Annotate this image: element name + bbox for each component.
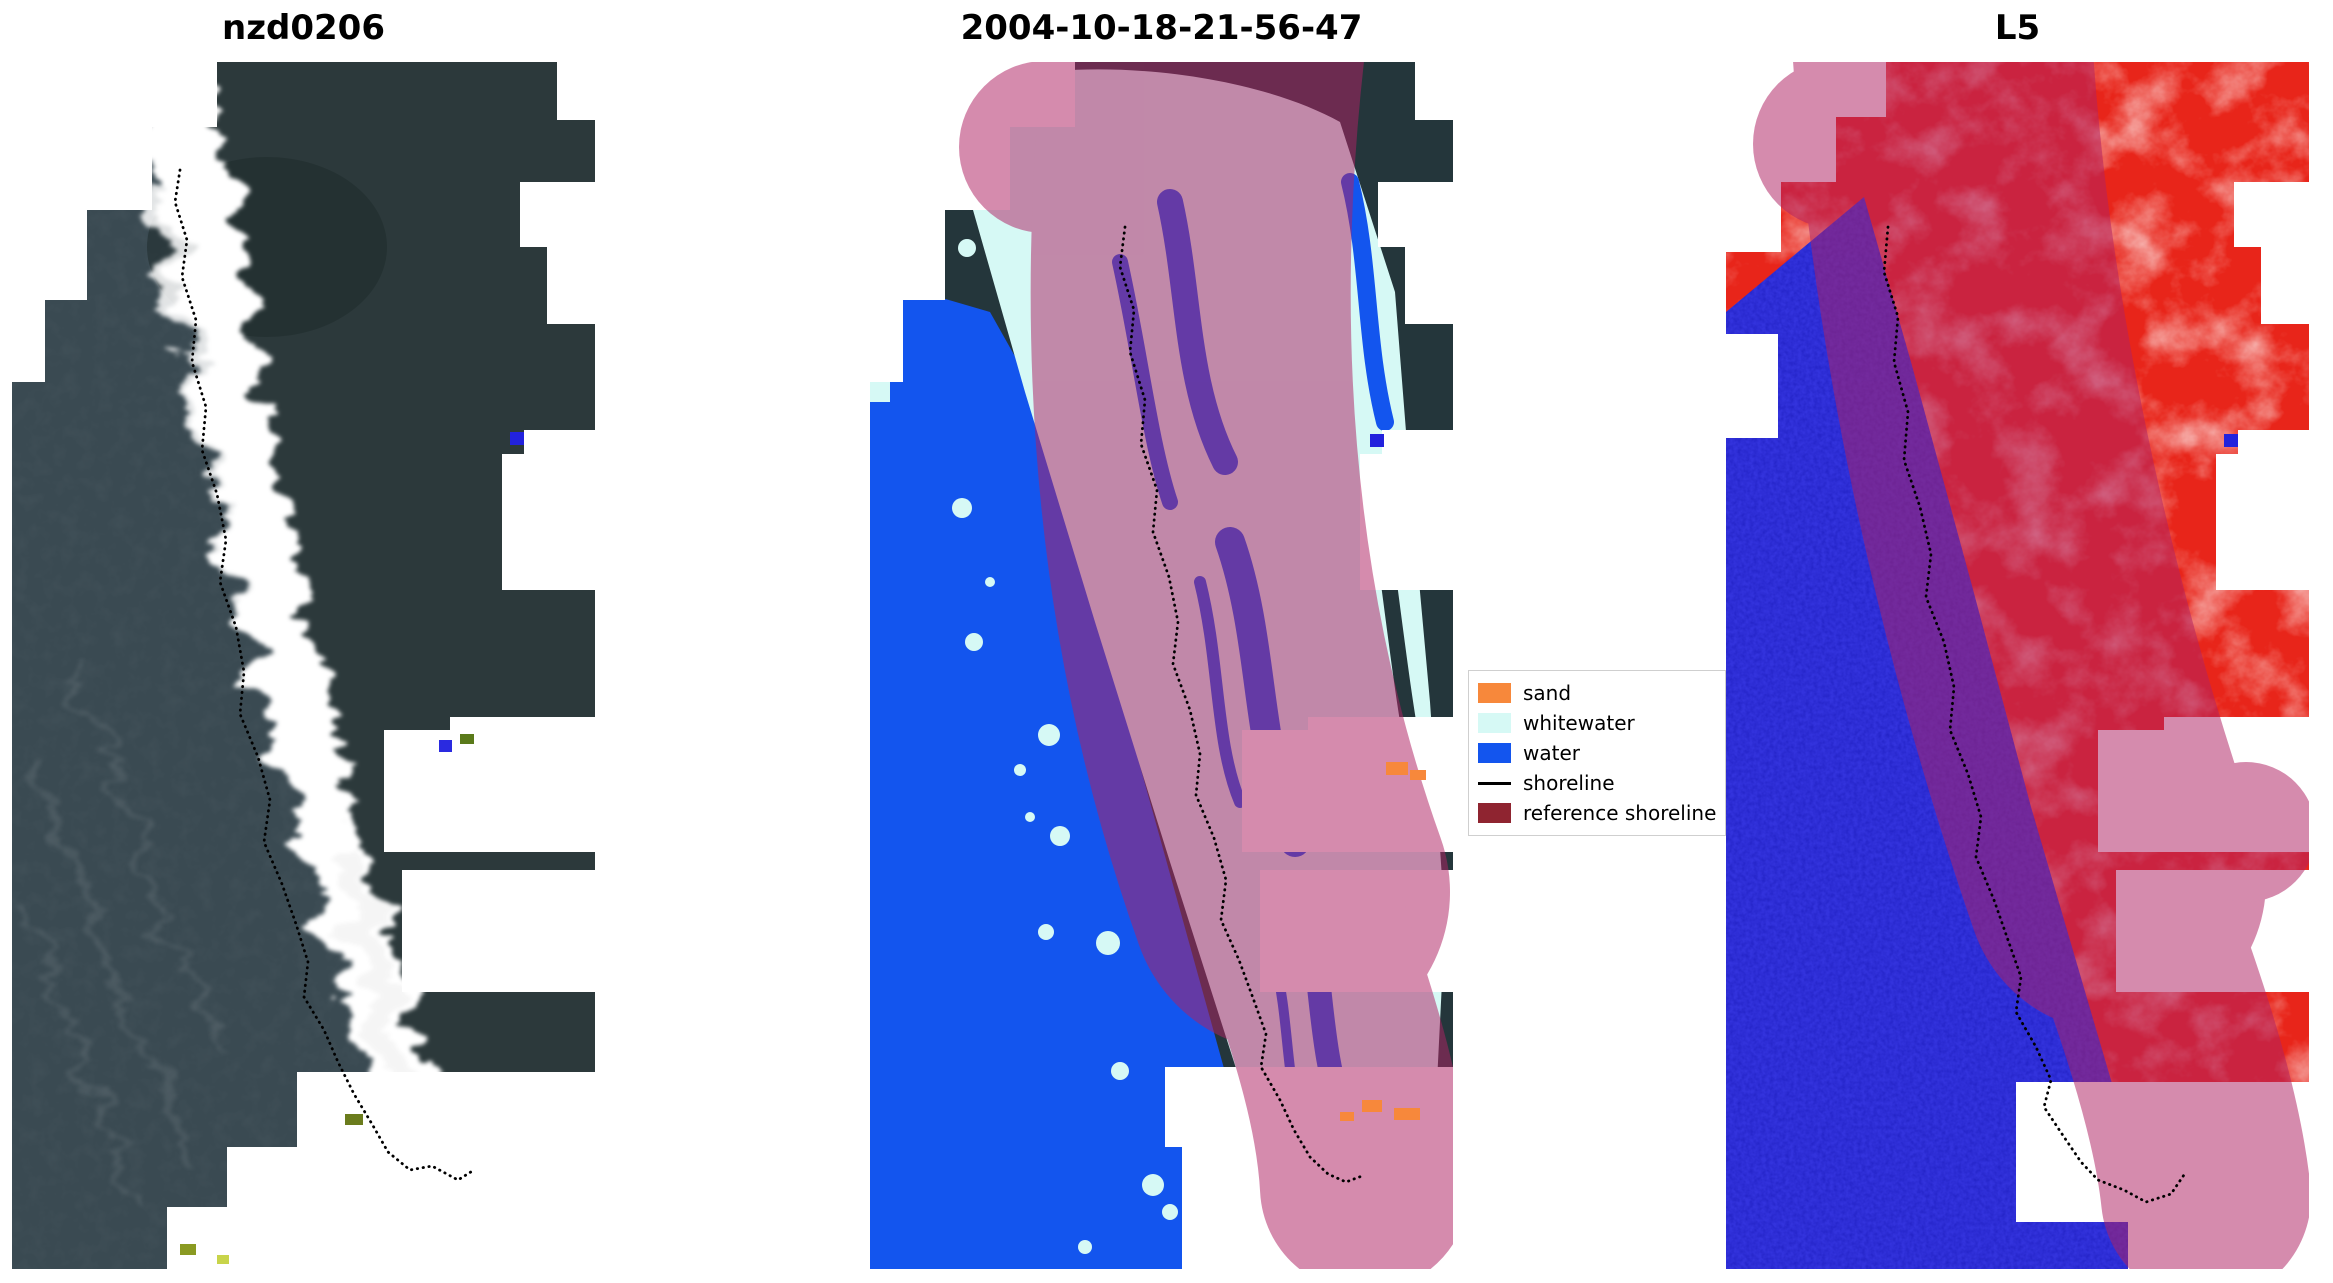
- legend-label: whitewater: [1523, 711, 1635, 735]
- panel-title: nzd0206: [222, 8, 385, 48]
- reference-shoreline-band: [1753, 62, 2309, 1269]
- legend: sand whitewater water shoreline referenc…: [1468, 670, 1726, 836]
- legend-item: sand: [1478, 678, 1716, 708]
- legend-swatch-sand: [1478, 683, 1511, 703]
- legend-swatch-reference-shoreline: [1478, 803, 1511, 823]
- reference-shoreline-band: [959, 62, 1453, 1269]
- panel-l5: L5: [1726, 8, 2309, 1269]
- legend-label: shoreline: [1523, 771, 1615, 795]
- legend-line-shoreline: [1478, 781, 1511, 785]
- panel-classified: 2004-10-18-21-56-47: [870, 8, 1453, 1269]
- satellite-image-rgb: [12, 62, 595, 1269]
- panel-title: 2004-10-18-21-56-47: [960, 8, 1363, 48]
- legend-label: reference shoreline: [1523, 801, 1717, 825]
- legend-item: shoreline: [1478, 768, 1716, 798]
- shoreline-line: [1118, 225, 1364, 1184]
- classified-image: [870, 62, 1453, 1269]
- legend-item: water: [1478, 738, 1716, 768]
- nodata-mask: [12, 62, 595, 1269]
- shoreline-line: [173, 168, 476, 1182]
- legend-label: sand: [1523, 681, 1572, 705]
- shoreline-line: [1882, 225, 2188, 1204]
- panel-title: L5: [1994, 8, 2041, 48]
- sand-patches: [1340, 762, 1426, 1121]
- panel-rgb: nzd0206: [12, 8, 595, 1269]
- legend-item: whitewater: [1478, 708, 1716, 738]
- l5-image: [1726, 62, 2309, 1269]
- legend-swatch-whitewater: [1478, 713, 1511, 733]
- legend-item: reference shoreline: [1478, 798, 1716, 828]
- legend-label: water: [1523, 741, 1580, 765]
- legend-swatch-water: [1478, 743, 1511, 763]
